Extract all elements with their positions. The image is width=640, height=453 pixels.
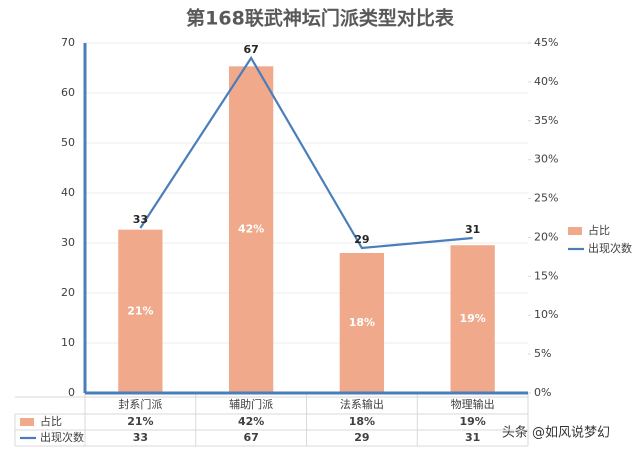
y-tick-label: 50 bbox=[61, 136, 75, 149]
bar bbox=[339, 253, 385, 393]
table-cell: 21% bbox=[127, 415, 153, 428]
y2-tick-label: 10% bbox=[534, 308, 558, 321]
y2-tick-label: 5% bbox=[534, 347, 551, 360]
table-cell: 67 bbox=[243, 431, 258, 444]
x-tick-label: 物理输出 bbox=[451, 397, 495, 411]
y2-tick-label: 0% bbox=[534, 386, 551, 399]
table-cell: 18% bbox=[349, 415, 375, 428]
line bbox=[139, 55, 473, 250]
y-tick-label: 10 bbox=[61, 336, 75, 349]
y2-tick-label: 20% bbox=[534, 230, 558, 243]
legend-label: 占比 bbox=[588, 223, 610, 237]
y-tick-label: 70 bbox=[61, 36, 75, 49]
bar-label: 18% bbox=[349, 316, 375, 329]
y-tick-label: 20 bbox=[61, 286, 75, 299]
table-cell: 19% bbox=[459, 415, 485, 428]
legend-label: 出现次数 bbox=[588, 241, 632, 255]
y2-tick-label: 15% bbox=[534, 269, 558, 282]
bar bbox=[118, 229, 163, 393]
table-row-label: 出现次数 bbox=[40, 430, 84, 444]
table-cell: 31 bbox=[465, 431, 480, 444]
y2-tick-label: 25% bbox=[534, 192, 558, 205]
x-tick-label: 封系门派 bbox=[118, 397, 162, 411]
line-label: 33 bbox=[133, 213, 148, 226]
legend-key bbox=[568, 227, 582, 235]
y-tick-label: 0 bbox=[68, 386, 75, 399]
line-label: 29 bbox=[354, 233, 369, 246]
y2-tick-label: 30% bbox=[534, 153, 558, 166]
table-cell: 33 bbox=[133, 431, 148, 444]
y-tick-label: 40 bbox=[61, 186, 75, 199]
watermark: 头条 @如风说梦幻 bbox=[502, 425, 610, 441]
x-tick-label: 辅助门派 bbox=[229, 397, 273, 411]
y2-tick-label: 35% bbox=[534, 114, 558, 127]
table-row-label: 占比 bbox=[40, 414, 62, 428]
line-label: 67 bbox=[243, 43, 258, 56]
y2-tick-label: 45% bbox=[534, 36, 558, 49]
y-tick-label: 30 bbox=[61, 236, 75, 249]
line-label: 31 bbox=[465, 223, 480, 236]
y-tick-label: 60 bbox=[61, 86, 75, 99]
bar-label: 19% bbox=[459, 312, 485, 325]
chart-title: 第168联武神坛门派类型对比表 bbox=[186, 7, 455, 30]
bar bbox=[450, 245, 495, 393]
bar bbox=[228, 66, 274, 393]
table-cell: 42% bbox=[238, 415, 264, 428]
y2-tick-label: 40% bbox=[534, 75, 558, 88]
legend-key bbox=[20, 418, 34, 426]
table-cell: 29 bbox=[354, 431, 369, 444]
x-tick-label: 法系输出 bbox=[340, 397, 384, 411]
bar-label: 21% bbox=[127, 304, 153, 317]
bar-label: 42% bbox=[238, 223, 264, 236]
